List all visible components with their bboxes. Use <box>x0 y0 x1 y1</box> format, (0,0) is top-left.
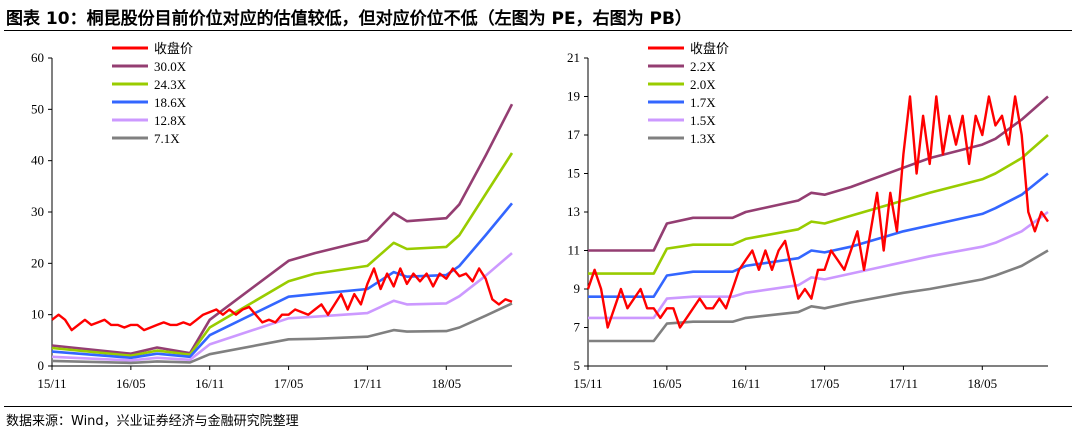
top-rule <box>4 30 1072 31</box>
x-tick-label: 16/05 <box>652 376 682 391</box>
series-line-0 <box>51 267 513 332</box>
legend-label: 12.8X <box>154 113 187 128</box>
y-tick-label: 21 <box>567 50 580 65</box>
legend-label: 7.1X <box>154 131 180 146</box>
x-tick-label: 15/11 <box>37 376 66 391</box>
x-tick-label: 17/05 <box>274 376 304 391</box>
series-line-2 <box>51 152 514 358</box>
series-line-5 <box>51 302 513 365</box>
series-line-3 <box>588 172 1049 299</box>
figure-title: 图表 10：桐昆股份目前价位对应的估值较低，但对应价位不低（左图为 PE，右图为… <box>6 9 692 29</box>
series-line-4 <box>51 252 513 362</box>
y-tick-label: 7 <box>574 320 581 335</box>
x-tick-label: 16/11 <box>731 376 760 391</box>
series-line-4 <box>588 210 1049 320</box>
bottom-rule <box>4 406 1072 407</box>
y-tick-label: 40 <box>31 153 44 168</box>
legend-label: 1.3X <box>690 131 716 146</box>
y-tick-label: 13 <box>567 204 580 219</box>
legend-label: 收盘价 <box>690 41 729 56</box>
y-tick-label: 0 <box>38 358 45 373</box>
y-tick-label: 5 <box>574 358 581 373</box>
pb-band-chart: 5 7 9 11 13 15 17 19 21 15/11 16/05 16/11 17/05 17/11… <box>567 41 1049 391</box>
series-line-1 <box>51 103 514 356</box>
legend-label: 24.3X <box>154 77 187 92</box>
x-tick-label: 18/05 <box>967 376 997 391</box>
x-tick-label: 16/05 <box>116 376 146 391</box>
legend-label: 18.6X <box>154 95 187 110</box>
y-tick-label: 30 <box>31 204 44 219</box>
series-line-2 <box>588 134 1049 275</box>
source-note: 数据来源：Wind，兴业证券经济与金融研究院整理 <box>6 414 299 429</box>
y-tick-label: 60 <box>31 50 44 65</box>
series-line-5 <box>588 249 1049 343</box>
legend-label: 2.2X <box>690 59 716 74</box>
y-tick-label: 15 <box>567 166 580 181</box>
y-tick-label: 50 <box>31 101 44 116</box>
x-tick-label: 16/11 <box>195 376 224 391</box>
y-tick-label: 10 <box>31 307 44 322</box>
x-tick-label: 18/05 <box>431 376 461 391</box>
legend-label: 2.0X <box>690 77 716 92</box>
pe-band-chart: 0 10 20 30 40 50 60 15/11 16/05 16/11 17/05 17/11 18… <box>31 41 514 391</box>
legend-label: 1.5X <box>690 113 716 128</box>
legend-label: 1.7X <box>690 95 716 110</box>
legend-label: 收盘价 <box>154 41 193 56</box>
y-tick-label: 19 <box>567 89 580 104</box>
x-tick-label: 17/05 <box>810 376 840 391</box>
x-tick-label: 17/11 <box>353 376 382 391</box>
y-tick-label: 17 <box>567 127 581 142</box>
x-tick-label: 17/11 <box>889 376 918 391</box>
series-line-3 <box>51 202 514 360</box>
legend-label: 30.0X <box>154 59 187 74</box>
y-tick-label: 9 <box>574 281 581 296</box>
y-tick-label: 20 <box>31 255 44 270</box>
x-tick-label: 15/11 <box>573 376 602 391</box>
series-line-0 <box>586 95 1049 329</box>
y-tick-label: 11 <box>567 243 580 258</box>
series-line-1 <box>588 95 1049 252</box>
